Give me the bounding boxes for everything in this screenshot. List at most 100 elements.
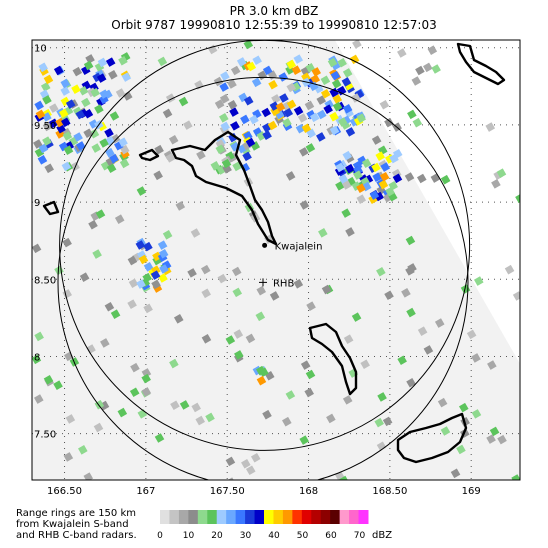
colorbar-swatch [349, 510, 360, 524]
echo-pixel [85, 54, 95, 64]
echo-pixel [279, 93, 289, 103]
echo-pixel [343, 334, 354, 344]
colorbar-swatch [282, 510, 293, 524]
echo-pixel [371, 135, 382, 145]
echo-pixel [153, 170, 163, 181]
echo-pixel [231, 266, 242, 277]
colorbar-swatch [245, 510, 256, 524]
colorbar-swatch [160, 510, 170, 524]
echo-pixel [228, 132, 238, 143]
echo-pixel [65, 414, 76, 424]
echo-pixel [256, 365, 266, 376]
echo-pixel [34, 394, 44, 404]
echo-pixel [417, 326, 428, 336]
y-tick-label: 7.50 [34, 430, 56, 441]
echo-pixel [416, 173, 427, 184]
echo-pixel [337, 57, 347, 68]
echo-pixel [345, 227, 355, 237]
echo-pixel [154, 144, 164, 155]
echo-pixel [430, 173, 441, 183]
y-tick-label: 9 [34, 198, 40, 209]
echo-pixel [225, 335, 236, 345]
echo-pixel [170, 400, 180, 411]
echo-pixel [55, 117, 65, 128]
echo-pixel [158, 248, 169, 259]
echo-pixel [316, 95, 327, 105]
echo-pixel [62, 131, 73, 141]
colorbar-swatch [330, 510, 341, 524]
echo-pixel [227, 99, 238, 110]
echo-pixel [286, 82, 297, 93]
echo-pixel [105, 57, 116, 67]
echo-pixel [271, 94, 281, 104]
echo-pixel [61, 161, 72, 172]
echo-pixel [117, 407, 128, 418]
echo-pixel [201, 334, 212, 344]
echo-pixel [356, 194, 367, 204]
echo-pixel [60, 78, 71, 89]
echo-pixel [246, 61, 257, 72]
echo-pixel [53, 380, 63, 390]
echo-pixel [187, 268, 197, 278]
echo-pixel [293, 279, 304, 289]
station-marker [262, 242, 268, 248]
echo-pixel [104, 301, 115, 312]
echo-pixel [353, 170, 363, 180]
echo-pixel [321, 284, 332, 295]
echo-pixel [63, 452, 74, 462]
map-grid [32, 40, 520, 480]
echo-pixel [407, 109, 417, 120]
echo-pixel [349, 54, 360, 65]
echo-pixel [243, 40, 254, 50]
echo-pixel [89, 128, 100, 139]
echo-pixel [267, 120, 278, 131]
echo-pixel [91, 143, 101, 153]
echo-pixel [504, 264, 515, 275]
x-tick-label: 166.50 [47, 486, 82, 497]
echo-pixel [83, 128, 93, 139]
echo-pixel [309, 112, 320, 123]
echo-pixel [331, 79, 342, 89]
echo-pixel [431, 64, 441, 74]
stations: Kwajalein RHB [258, 241, 322, 289]
echo-pixel [175, 201, 186, 211]
echo-pixel [427, 45, 438, 55]
echo-pixel [341, 77, 352, 87]
range-ring [57, 76, 469, 480]
colorbar-swatch [292, 510, 303, 524]
echo-pixel [78, 85, 89, 96]
echo-pixel [411, 76, 422, 86]
colorbar-label: 60 [325, 531, 337, 541]
echo-pixel [159, 264, 169, 274]
echo-pixel [511, 474, 520, 480]
echo-pixel [83, 60, 94, 71]
echo-pixel [115, 88, 126, 98]
echo-pixel [406, 377, 416, 388]
echo-pixel [278, 72, 289, 82]
echo-pixel [245, 465, 256, 476]
echo-pixel [76, 141, 86, 151]
echo-pixel [285, 171, 296, 181]
colorbar-swatch [226, 510, 237, 524]
colorbar-swatch [188, 510, 199, 524]
echo-pixel [342, 150, 353, 161]
echo-pixel [293, 54, 304, 64]
echo-pixel [169, 358, 179, 369]
range-ring-note: Range rings are 150 km [16, 508, 136, 519]
echo-pixel [471, 409, 482, 419]
colorbar-swatch [264, 510, 274, 524]
echo-pixel [42, 95, 52, 105]
echo-pixel [487, 360, 497, 370]
colorbar-swatch [254, 510, 265, 524]
echo-pixel [323, 104, 333, 114]
echo-pixel [136, 279, 146, 289]
echo-pixel [141, 368, 152, 378]
echo-pixel [37, 155, 48, 165]
echo-pixel [219, 82, 229, 92]
echo-pixel [275, 102, 286, 112]
echo-pixel [233, 329, 244, 339]
echo-pixel [128, 278, 139, 289]
echo-pixel [151, 279, 161, 290]
colorbar-swatch [178, 510, 189, 524]
